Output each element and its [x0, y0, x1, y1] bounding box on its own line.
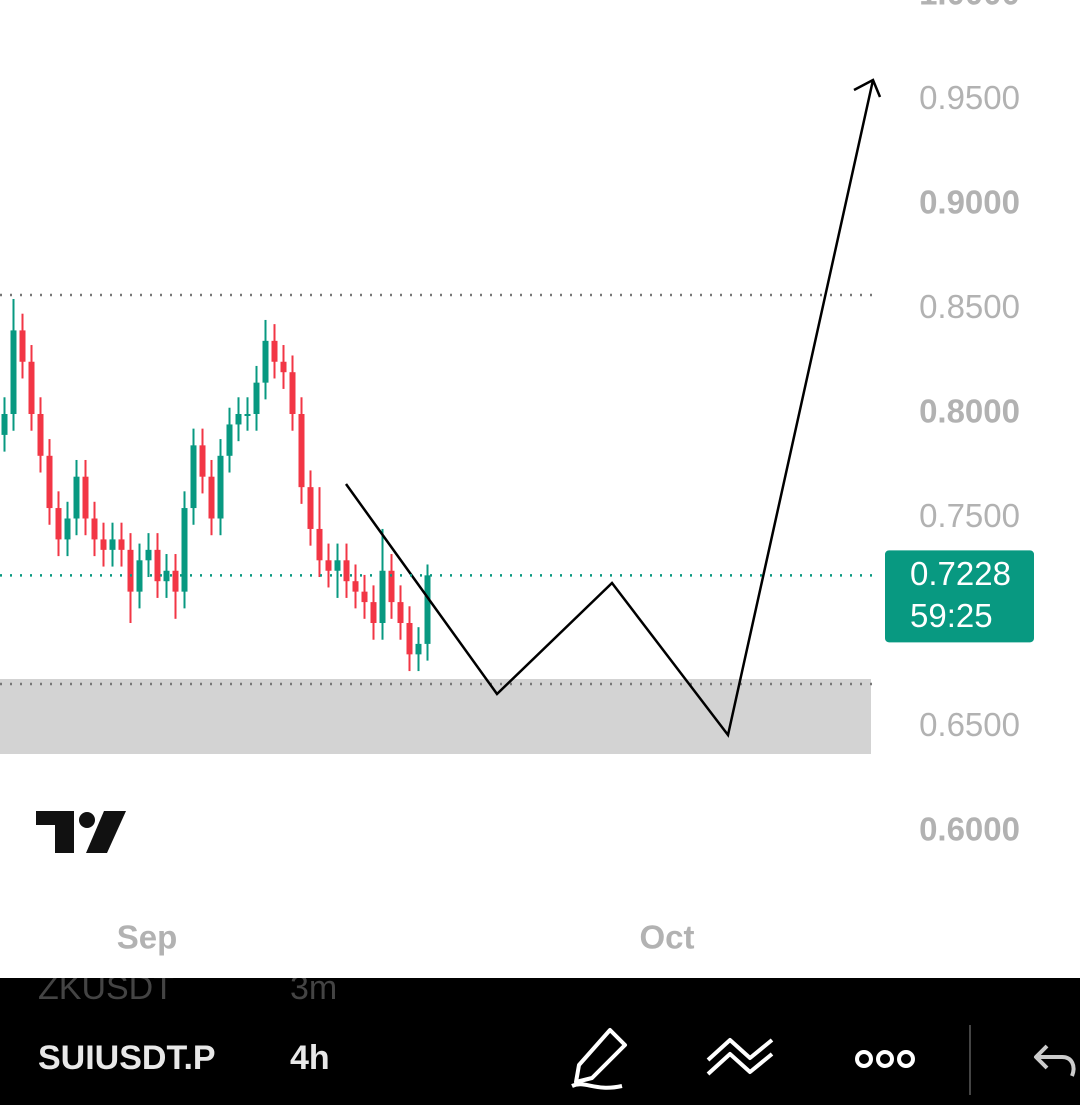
- candle-body: [334, 560, 341, 571]
- y-tick-label: 0.6500: [919, 706, 1020, 743]
- candle-body: [136, 560, 143, 592]
- candle-body: [352, 581, 359, 592]
- candle-body: [19, 330, 26, 362]
- candle-body: [415, 643, 422, 655]
- y-tick-label: 0.9000: [919, 184, 1020, 221]
- candle-body: [361, 591, 368, 603]
- candle-body: [73, 476, 80, 519]
- y-tick-label: 0.7500: [919, 497, 1020, 534]
- candle-body: [253, 382, 260, 414]
- candle-body: [109, 539, 116, 550]
- candle-body: [298, 414, 305, 488]
- candle-body: [307, 487, 314, 529]
- candle-body: [37, 414, 44, 456]
- candle-body: [235, 414, 242, 425]
- candle-body: [289, 372, 296, 414]
- candle-body: [145, 549, 152, 561]
- candle-body: [199, 445, 206, 477]
- y-tick-label: 0.8500: [919, 288, 1020, 325]
- tv-logo: [36, 811, 126, 853]
- candle-body: [190, 445, 197, 509]
- candle-body: [154, 549, 161, 582]
- candle-body: [82, 476, 89, 519]
- candle-body: [28, 361, 35, 414]
- time-label: Oct: [639, 919, 694, 956]
- lines-button[interactable]: [706, 1038, 774, 1076]
- candle-body: [325, 560, 332, 571]
- candle-body: [244, 414, 251, 416]
- candle-body: [163, 570, 170, 582]
- candle-body: [388, 570, 395, 603]
- candle-body: [262, 340, 269, 383]
- candle-body: [64, 518, 71, 540]
- candle-body: [55, 508, 62, 540]
- price-axis: 0.60000.65000.70000.75000.80000.85000.90…: [919, 0, 1020, 848]
- candle-body: [10, 330, 17, 414]
- y-tick-label: 0.6000: [919, 811, 1020, 848]
- time-label: Sep: [117, 919, 178, 956]
- candle-body: [217, 455, 224, 519]
- candle-body: [316, 528, 323, 561]
- candle-body: [271, 340, 278, 362]
- y-tick-label: 0.9500: [919, 79, 1020, 116]
- previous-symbol: ZKUSDT: [38, 969, 174, 1007]
- candle-body: [397, 602, 404, 623]
- candle-body: [424, 575, 431, 644]
- candle-body: [100, 539, 107, 550]
- candle-body: [226, 424, 233, 456]
- candle-body: [379, 570, 386, 623]
- arrow-head: [853, 78, 882, 98]
- interval[interactable]: 4h: [290, 1039, 330, 1077]
- candles: [1, 299, 431, 672]
- candle-body: [127, 549, 134, 592]
- candle-body: [46, 455, 53, 509]
- last-price-label: 0.7228: [910, 555, 1011, 592]
- candle-body: [118, 539, 125, 550]
- candle-body: [172, 570, 179, 592]
- candle-body: [1, 414, 8, 435]
- zone: [0, 679, 871, 754]
- candle-body: [91, 518, 98, 540]
- previous-interval: 3m: [290, 969, 337, 1007]
- candle-body: [181, 508, 188, 592]
- price-badge: [885, 550, 1034, 643]
- candle-body: [208, 476, 215, 519]
- symbol[interactable]: SUIUSDT.P: [38, 1039, 216, 1077]
- candle-body: [280, 361, 287, 373]
- candle-body: [406, 623, 413, 655]
- draw-button[interactable]: [571, 1028, 627, 1090]
- candle-body: [343, 560, 350, 582]
- undo-button[interactable]: [1034, 1044, 1076, 1077]
- bottom-toolbar: [0, 978, 1080, 1105]
- candle-body: [370, 602, 377, 623]
- more-button[interactable]: [855, 1050, 915, 1068]
- projection-path: [344, 79, 875, 738]
- countdown: 59:25: [910, 597, 993, 634]
- y-tick-label: 0.8000: [919, 393, 1020, 430]
